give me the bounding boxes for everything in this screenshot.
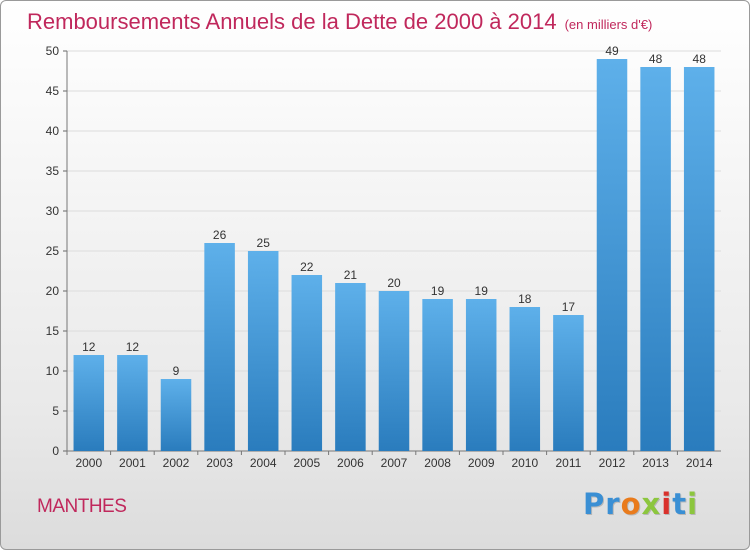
y-tick-label-5: 5 <box>52 404 59 418</box>
bar-2001 <box>117 355 148 451</box>
x-tick-label-2009: 2009 <box>468 456 495 470</box>
proxiti-logo[interactable]: Proxiti <box>583 487 698 521</box>
x-tick-label-2008: 2008 <box>424 456 451 470</box>
bar-2013 <box>640 67 671 451</box>
bar-2003 <box>204 243 235 451</box>
town-name: MANTHES <box>37 496 127 517</box>
data-label-2000: 12 <box>82 340 96 354</box>
data-label-2003: 26 <box>213 228 227 242</box>
y-tick-label-25: 25 <box>46 244 60 258</box>
y-tick-label-50: 50 <box>46 44 60 58</box>
data-label-2011: 17 <box>562 300 576 314</box>
x-tick-label-2001: 2001 <box>119 456 146 470</box>
data-label-2012: 49 <box>605 44 619 58</box>
logo-letter-1: r <box>605 487 621 521</box>
bar-2000 <box>73 355 105 451</box>
x-tick-label-2007: 2007 <box>381 456 408 470</box>
logo-letter-6: i <box>687 487 699 521</box>
y-tick-label-15: 15 <box>46 324 60 338</box>
bar-2006 <box>335 283 366 451</box>
data-label-2013: 48 <box>649 52 663 66</box>
data-label-2008: 19 <box>431 284 445 298</box>
x-tick-label-2004: 2004 <box>250 456 277 470</box>
bar-2012 <box>596 59 628 451</box>
data-label-2004: 25 <box>257 236 271 250</box>
bar-2002 <box>160 379 192 451</box>
data-label-2014: 48 <box>693 52 707 66</box>
x-tick-label-2011: 2011 <box>555 456 581 470</box>
bar-2010 <box>509 307 541 451</box>
x-tick-label-2005: 2005 <box>293 456 320 470</box>
bar-2014 <box>683 67 715 451</box>
y-tick-label-30: 30 <box>46 204 60 218</box>
data-label-2009: 19 <box>475 284 489 298</box>
data-label-2006: 21 <box>344 268 358 282</box>
logo-letter-4: i <box>661 487 673 521</box>
x-tick-label-2010: 2010 <box>511 456 538 470</box>
x-tick-label-2003: 2003 <box>206 456 233 470</box>
logo-letter-0: P <box>583 487 606 521</box>
chart-title: Remboursements Annuels de la Dette de 20… <box>27 9 652 35</box>
x-tick-label-2012: 2012 <box>599 456 626 470</box>
chart-subtitle: (en milliers d'€) <box>564 17 653 32</box>
y-tick-label-40: 40 <box>46 124 60 138</box>
data-label-2001: 12 <box>126 340 140 354</box>
bar-2011 <box>553 315 584 451</box>
data-label-2007: 20 <box>387 276 401 290</box>
y-tick-label-45: 45 <box>46 84 60 98</box>
bar-2009 <box>465 299 497 451</box>
logo-letter-5: t <box>672 487 688 521</box>
y-tick-label-10: 10 <box>46 364 60 378</box>
bar-2004 <box>247 251 279 451</box>
x-tick-label-2014: 2014 <box>686 456 713 470</box>
x-tick-label-2013: 2013 <box>642 456 669 470</box>
bar-2008 <box>422 299 453 451</box>
y-tick-label-35: 35 <box>46 164 60 178</box>
x-tick-label-2000: 2000 <box>75 456 102 470</box>
logo-letter-3: x <box>641 487 662 521</box>
bar-2005 <box>291 275 323 451</box>
y-tick-label-20: 20 <box>46 284 60 298</box>
logo-letter-2: o <box>620 487 642 521</box>
chart-title-text: Remboursements Annuels de la Dette de 20… <box>27 9 557 34</box>
y-tick-label-0: 0 <box>52 444 59 458</box>
bar-2007 <box>378 291 410 451</box>
data-label-2002: 9 <box>173 364 180 378</box>
data-label-2005: 22 <box>300 260 314 274</box>
x-tick-label-2006: 2006 <box>337 456 364 470</box>
x-tick-label-2002: 2002 <box>163 456 190 470</box>
data-label-2010: 18 <box>518 292 532 306</box>
